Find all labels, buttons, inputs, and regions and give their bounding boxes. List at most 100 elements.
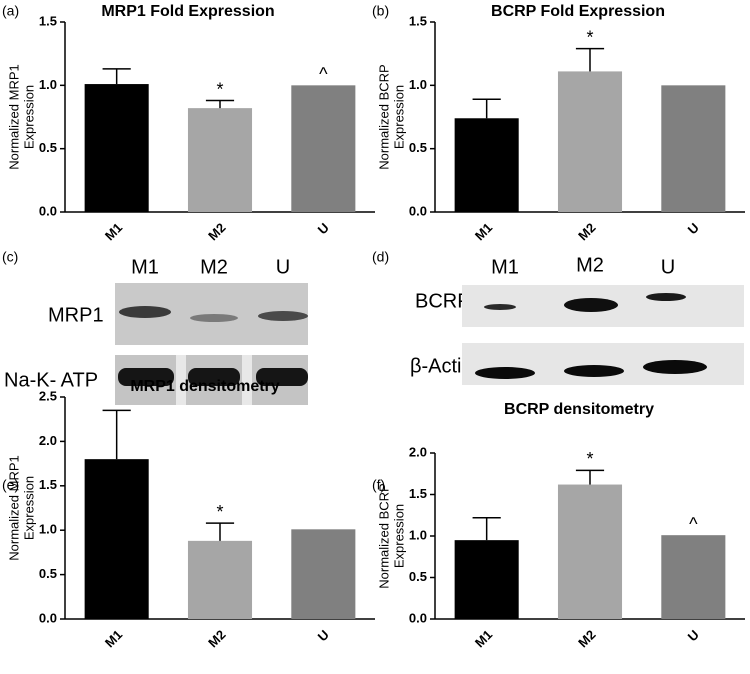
bar bbox=[661, 535, 726, 619]
blot-panel: (d) M1 M2 U BCRP β-Actin bbox=[372, 249, 744, 385]
bar bbox=[661, 85, 726, 212]
bar bbox=[454, 540, 519, 619]
y-tick-label: 1.5 bbox=[39, 13, 57, 28]
bar bbox=[187, 540, 253, 619]
row-label: BCRP bbox=[415, 290, 471, 312]
bar bbox=[84, 459, 149, 619]
significance-mark: * bbox=[586, 27, 593, 47]
error-bar bbox=[472, 516, 501, 541]
error-bar bbox=[102, 409, 131, 460]
bar bbox=[187, 108, 253, 212]
x-tick-label: U bbox=[315, 220, 332, 237]
lane-label: M2 bbox=[200, 256, 228, 278]
significance-mark: * bbox=[586, 449, 593, 469]
blot-band bbox=[190, 314, 238, 322]
significance-mark: ^ bbox=[689, 514, 698, 534]
blot-band bbox=[256, 368, 308, 386]
blot-gap bbox=[176, 355, 186, 405]
x-tick-label: M1 bbox=[472, 627, 495, 650]
y-tick-label: 2.5 bbox=[39, 388, 57, 403]
lane-label: M1 bbox=[131, 256, 159, 278]
x-tick-label: U bbox=[315, 627, 332, 644]
bar bbox=[557, 484, 623, 619]
y-tick-label: 0.5 bbox=[409, 569, 427, 584]
error-bar bbox=[205, 522, 235, 541]
y-tick-label: 0.5 bbox=[39, 566, 57, 581]
blot-band bbox=[118, 368, 174, 386]
y-tick-label: 1.5 bbox=[39, 477, 57, 492]
y-axis-label: Expression bbox=[21, 85, 36, 149]
x-tick-label: M1 bbox=[472, 220, 495, 243]
y-axis-label: Normalized MRP1 bbox=[6, 455, 21, 560]
x-tick-label: M2 bbox=[575, 220, 598, 243]
blot-gap bbox=[242, 355, 252, 405]
blot-band bbox=[484, 304, 516, 310]
lane-label: U bbox=[661, 256, 675, 278]
y-tick-label: 2.0 bbox=[39, 433, 57, 448]
blot-band bbox=[646, 293, 686, 301]
row-label: Na-K- ATP bbox=[4, 369, 98, 391]
chart-title: BCRP densitometry bbox=[504, 401, 654, 418]
y-tick-label: 1.0 bbox=[39, 522, 57, 537]
y-tick-label: 1.5 bbox=[409, 13, 427, 28]
error-bar bbox=[102, 68, 131, 85]
chart: BCRP Fold Expression (b) Normalized BCRP Ex… bbox=[372, 3, 745, 243]
significance-mark: ^ bbox=[319, 64, 328, 84]
chart-title: BCRP Fold Expression bbox=[491, 3, 665, 20]
x-tick-label: U bbox=[685, 220, 702, 237]
chart: MRP1 Fold Expression (a) Normalized MRP1 Ex… bbox=[2, 3, 375, 243]
blot-band bbox=[643, 360, 707, 374]
y-axis-label: Expression bbox=[391, 85, 406, 149]
panel-label: (c) bbox=[2, 249, 18, 265]
x-tick-label: U bbox=[685, 627, 702, 644]
bar bbox=[557, 71, 623, 213]
y-tick-label: 1.5 bbox=[409, 486, 427, 501]
error-bar bbox=[472, 98, 501, 119]
y-tick-label: 0.0 bbox=[39, 610, 57, 625]
chart: BCRP densitometry (f)Normalized BCRP Expre… bbox=[372, 401, 745, 650]
blot-panel: (c) M1 M2 U MRP1 Na-K- ATP bbox=[2, 249, 308, 405]
blot-band bbox=[564, 365, 624, 377]
y-axis-label: Normalized BCRP bbox=[376, 64, 391, 169]
y-tick-label: 0.0 bbox=[409, 203, 427, 218]
lane-label: M2 bbox=[576, 254, 604, 276]
x-tick-label: M2 bbox=[205, 627, 228, 650]
x-tick-label: M2 bbox=[575, 627, 598, 650]
x-tick-label: M1 bbox=[102, 220, 125, 243]
error-bar bbox=[205, 99, 235, 109]
y-tick-label: 1.0 bbox=[409, 527, 427, 542]
significance-mark: * bbox=[216, 502, 223, 522]
panel-label: (f) bbox=[372, 477, 385, 493]
chart-title: MRP1 Fold Expression bbox=[101, 3, 274, 20]
bar bbox=[454, 118, 519, 212]
x-tick-label: M2 bbox=[205, 220, 228, 243]
bar bbox=[84, 84, 149, 212]
blot-band bbox=[475, 367, 535, 379]
y-tick-label: 2.0 bbox=[409, 444, 427, 459]
bar bbox=[291, 85, 356, 212]
blot-band bbox=[119, 306, 171, 318]
y-axis-label: Normalized MRP1 bbox=[6, 64, 21, 169]
y-tick-label: 1.0 bbox=[39, 77, 57, 92]
blot-band bbox=[188, 368, 240, 386]
bar bbox=[291, 529, 356, 619]
panel-label: (d) bbox=[372, 249, 389, 265]
error-bar bbox=[575, 47, 605, 72]
lane-label: M1 bbox=[491, 256, 519, 278]
error-bar bbox=[575, 469, 605, 485]
panel-label: (e) bbox=[2, 477, 19, 493]
panel-label: (a) bbox=[2, 3, 19, 19]
panel-label: (b) bbox=[372, 3, 389, 19]
x-tick-label: M1 bbox=[102, 627, 125, 650]
chart: MRP1 densitometry (e)Normalized MRP1 Expre… bbox=[2, 378, 375, 650]
blot-band bbox=[258, 311, 308, 321]
row-label: β-Actin bbox=[410, 355, 473, 377]
y-tick-label: 1.0 bbox=[409, 77, 427, 92]
row-label: MRP1 bbox=[48, 304, 104, 326]
y-tick-label: 0.0 bbox=[39, 203, 57, 218]
lane-label: U bbox=[276, 256, 290, 278]
chart-title: MRP1 densitometry bbox=[130, 378, 279, 395]
y-tick-label: 0.5 bbox=[39, 140, 57, 155]
y-tick-label: 0.5 bbox=[409, 140, 427, 155]
